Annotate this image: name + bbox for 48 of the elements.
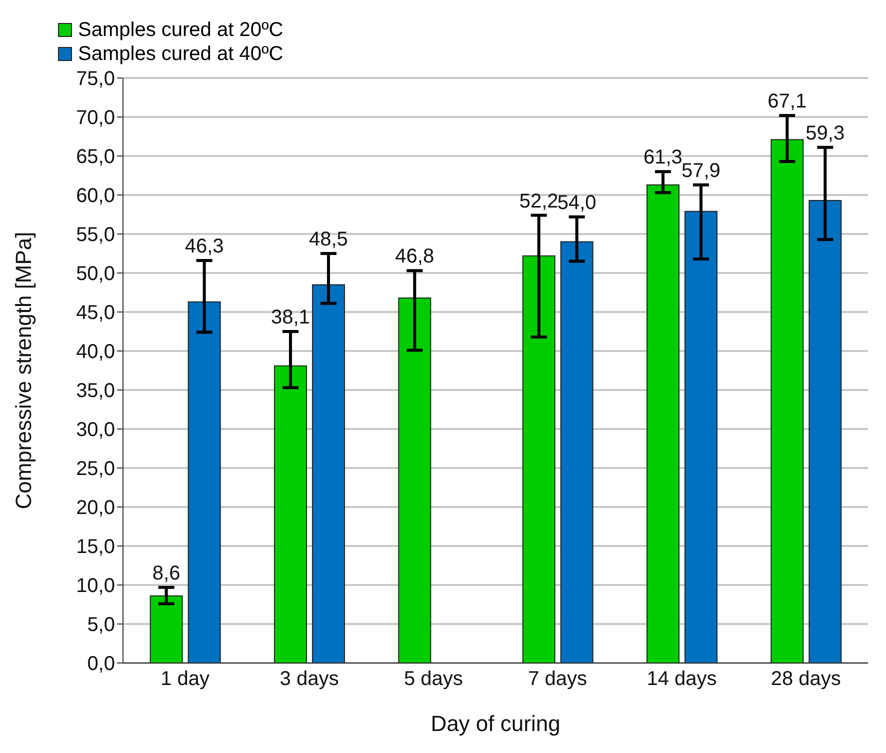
data-label: 46,8 [395, 246, 434, 268]
y-tick-label: 65,0 [76, 146, 115, 168]
y-tick-label: 40,0 [76, 341, 115, 364]
data-label: 67,1 [768, 90, 807, 112]
y-axis-title: Compressive strength [MPa] [10, 232, 36, 510]
legend-label: Samples cured at 40ºC [78, 42, 284, 66]
data-label: 8,6 [152, 562, 180, 584]
bar [646, 184, 680, 663]
bar [522, 255, 556, 663]
bar [398, 297, 432, 663]
y-tick-label: 50,0 [76, 263, 115, 286]
y-tick-label: 10,0 [76, 575, 115, 598]
y-tick-label: 5,0 [87, 614, 115, 636]
y-tick-label: 30,0 [76, 419, 115, 442]
data-label: 54,0 [557, 192, 596, 214]
x-tick-label: 7 days [528, 668, 588, 690]
y-tick-label: 60,0 [76, 185, 115, 208]
x-axis-title: Day of curing [430, 711, 560, 736]
bar [684, 210, 718, 663]
y-tick-label: 35,0 [76, 380, 115, 402]
y-tick-label: 45,0 [76, 302, 115, 324]
bar [150, 595, 183, 663]
y-tick-label: 70,0 [76, 107, 115, 130]
data-label: 52,2 [519, 190, 558, 212]
y-tick-label: 55,0 [76, 224, 115, 246]
x-tick-label: 1 day [160, 668, 210, 690]
data-label: 57,9 [682, 160, 720, 182]
data-label: 61,3 [644, 146, 682, 169]
data-label: 48,5 [309, 228, 348, 250]
y-tick-label: 25,0 [76, 458, 115, 480]
x-tick-label: 3 days [280, 668, 339, 690]
bar [560, 241, 594, 663]
data-label: 46,3 [184, 236, 224, 258]
x-tick-label: 5 days [404, 668, 463, 690]
bar [274, 365, 307, 663]
x-tick-label: 28 days [770, 668, 841, 690]
y-tick-label: 0,0 [87, 653, 115, 676]
y-tick-label: 75,0 [76, 68, 115, 90]
bar [188, 301, 221, 663]
bar [770, 139, 804, 663]
y-tick-label: 20,0 [76, 497, 115, 520]
bar [312, 284, 345, 663]
x-tick-label: 14 days [646, 668, 717, 690]
y-tick-label: 15,0 [76, 536, 115, 558]
data-label: 59,3 [806, 122, 845, 144]
legend-label: Samples cured at 20ºC [78, 18, 284, 42]
bar [808, 200, 842, 663]
data-label: 38,1 [271, 306, 310, 328]
